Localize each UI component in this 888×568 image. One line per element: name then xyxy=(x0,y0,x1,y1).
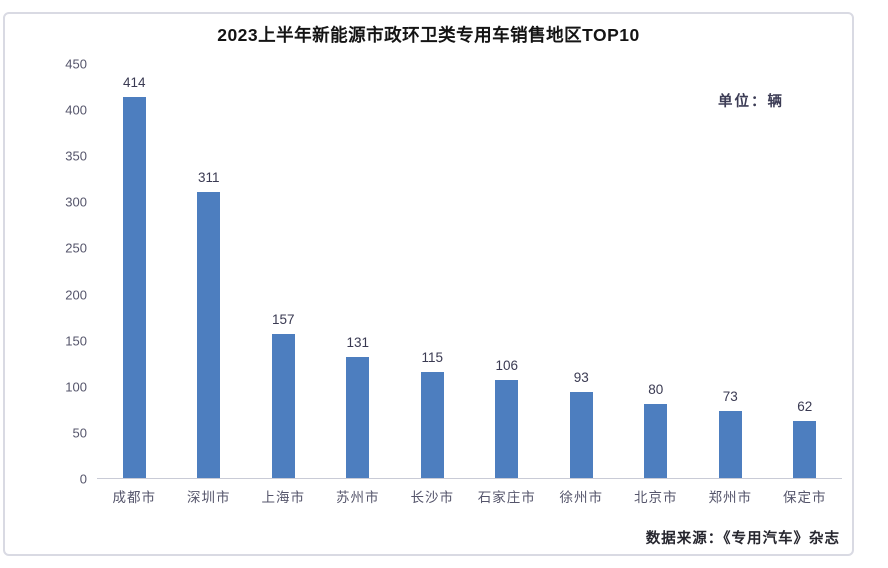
bar-value-label: 115 xyxy=(421,350,444,366)
bar-value-label: 80 xyxy=(648,382,664,398)
plot-area: 414 311 157 131 115 106 93 80 73 62 xyxy=(97,64,842,479)
bar-group-保定市: 62 xyxy=(768,64,843,478)
bar-group-深圳市: 311 xyxy=(172,64,247,478)
bar xyxy=(420,372,444,478)
x-axis-label: 郑州市 xyxy=(708,490,752,505)
y-tick-label: 400 xyxy=(65,102,87,118)
bar-value-label: 73 xyxy=(722,388,738,404)
bar-group-徐州市: 93 xyxy=(544,64,619,478)
y-tick-label: 150 xyxy=(65,333,87,349)
bar xyxy=(122,97,146,478)
y-tick-label: 0 xyxy=(79,471,87,487)
bar-group-长沙市: 115 xyxy=(395,64,470,478)
bar-group-上海市: 157 xyxy=(246,64,321,478)
y-tick-label: 200 xyxy=(65,287,87,303)
bar xyxy=(197,191,221,478)
bar-value-label: 311 xyxy=(197,169,220,185)
x-axis-label: 成都市 xyxy=(112,490,156,505)
y-tick-label: 50 xyxy=(72,425,87,441)
plot-wrap: 0 50 100 150 200 250 300 350 400 450 414 311 157 131… xyxy=(65,57,842,487)
bar xyxy=(718,410,742,478)
x-axis-label: 苏州市 xyxy=(336,490,380,505)
y-tick-label: 300 xyxy=(65,194,87,210)
data-source-label: 数据来源：《专用汽车》杂志 xyxy=(645,531,840,547)
x-axis-label: 深圳市 xyxy=(187,490,231,505)
bar-value-label: 414 xyxy=(122,75,146,91)
bar xyxy=(793,420,817,478)
chart-title: 2023上半年新能源市政环卫类专用车销售地区TOP10 xyxy=(217,25,640,45)
bar-value-label: 157 xyxy=(271,311,295,327)
y-axis: 0 50 100 150 200 250 300 350 400 450 xyxy=(35,57,87,487)
bar-value-label: 106 xyxy=(495,358,519,374)
bar-value-label: 62 xyxy=(797,398,813,414)
y-tick-label: 350 xyxy=(65,148,87,164)
unit-label: 单位：辆 xyxy=(718,94,784,110)
bar-group-郑州市: 73 xyxy=(693,64,768,478)
bar-value-label: 131 xyxy=(346,335,370,351)
x-axis-label: 上海市 xyxy=(261,490,305,505)
chart-card: 2023上半年新能源市政环卫类专用车销售地区TOP10 单位：辆 0 50 100 1… xyxy=(3,12,854,556)
bar-value-label: 93 xyxy=(573,370,589,386)
x-axis-label: 保定市 xyxy=(783,490,827,505)
y-tick-label: 100 xyxy=(65,379,87,395)
bar xyxy=(569,392,593,478)
bar-group-苏州市: 131 xyxy=(321,64,396,478)
x-axis-label: 长沙市 xyxy=(410,490,454,505)
x-axis-label: 北京市 xyxy=(634,490,678,505)
y-tick-label: 450 xyxy=(65,56,87,72)
bar-group-北京市: 80 xyxy=(619,64,694,478)
bar-group-成都市: 414 xyxy=(97,64,172,478)
bar xyxy=(346,357,370,478)
bar xyxy=(644,404,668,478)
bar-group-石家庄市: 106 xyxy=(470,64,545,478)
bar xyxy=(271,333,295,478)
x-axis-labels: 成都市 深圳市 上海市 苏州市 长沙市 石家庄市 徐州市 北京市 郑州市 保定市 xyxy=(97,486,842,506)
y-tick-label: 250 xyxy=(65,240,87,256)
bar xyxy=(495,380,519,478)
x-axis-label: 石家庄市 xyxy=(477,490,536,505)
x-axis-label: 徐州市 xyxy=(559,490,603,505)
